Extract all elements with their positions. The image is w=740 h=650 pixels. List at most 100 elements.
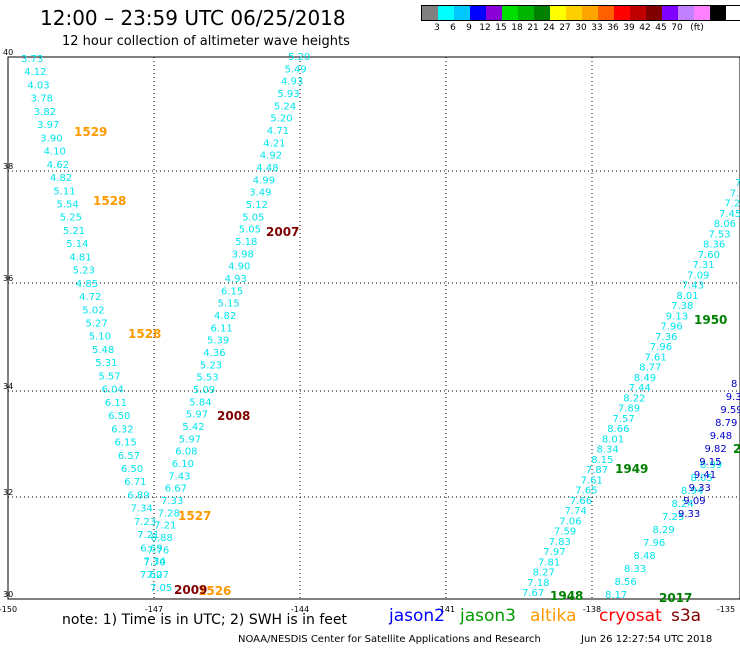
wave-height-value: 7.76 <box>147 545 169 556</box>
legend-swatch <box>454 6 470 20</box>
pass-time-label: 2009 <box>174 583 207 597</box>
wave-height-value: 4.72 <box>79 292 101 303</box>
wave-height-value: 7.87 <box>586 465 608 476</box>
legend-swatch <box>534 6 550 20</box>
credit-text: NOAA/NESDIS Center for Satellite Applica… <box>238 634 541 645</box>
wave-height-value: 4.99 <box>253 175 275 186</box>
legend-label: 9 <box>466 23 472 33</box>
legend-swatch <box>694 6 710 20</box>
wave-height-value: 7.53 <box>708 229 730 240</box>
satellite-legend-item: altika <box>530 606 577 626</box>
legend-swatch <box>630 6 646 20</box>
wave-height-value: 4.90 <box>228 262 250 273</box>
wave-height-value: 7.67 <box>522 588 544 599</box>
wave-height-value: 8.66 <box>607 424 629 435</box>
satellite-legend-item: s3a <box>671 606 702 626</box>
wave-height-value: 4.85 <box>76 279 98 290</box>
legend-labels: 3 6 9 12 15 18 21 24 27 30 33 36 39 42 45 70 (ft) <box>421 21 740 35</box>
wave-height-value: 4.92 <box>260 151 282 162</box>
wave-height-value: 5.49 <box>285 64 307 75</box>
wave-height-value: 9.41 <box>694 470 716 481</box>
wave-height-value: 5.27 <box>86 319 108 330</box>
wave-height-legend: 3 6 9 12 15 18 21 24 27 30 33 36 39 42 45 70 (ft) <box>421 5 740 35</box>
wave-height-value: 7.89 <box>618 404 640 415</box>
legend-swatch <box>438 6 454 20</box>
lat-tick-label: 30 <box>3 590 13 599</box>
pass-time-label: 2017 <box>659 591 692 605</box>
legend-swatch <box>470 6 486 20</box>
wave-height-value: 7.05 <box>150 583 172 594</box>
wave-height-value: 3.82 <box>34 107 56 118</box>
wave-height-value: 5.31 <box>95 358 117 369</box>
lon-tick-label: -144 <box>291 605 309 614</box>
wave-height-value: 4.82 <box>50 173 72 184</box>
wave-height-value: 8.24 <box>672 499 694 510</box>
wave-height-value: 4.71 <box>267 126 289 137</box>
lat-tick-label: 34 <box>3 382 13 391</box>
wave-height-value: 7.44 <box>629 383 651 394</box>
wave-height-value: 9.33 <box>689 483 711 494</box>
generated-timestamp: Jun 26 12:27:54 UTC 2018 <box>581 634 713 645</box>
wave-height-value: 5.21 <box>63 226 85 237</box>
wave-height-value: 3.97 <box>37 120 59 131</box>
wave-height-value: 4.03 <box>27 81 49 92</box>
wave-height-value: 5.05 <box>239 225 261 236</box>
wave-height-value: 4.82 <box>214 311 236 322</box>
legend-label: 18 <box>511 23 523 33</box>
wave-height-value: 6.11 <box>211 323 233 334</box>
legend-swatch <box>662 6 678 20</box>
wave-height-value: 7.96 <box>661 322 683 333</box>
wave-height-value: 5.93 <box>277 89 299 100</box>
legend-swatch <box>710 6 726 20</box>
pass-time-label: 1529 <box>74 125 107 139</box>
wave-height-value: 7.31 <box>692 260 714 271</box>
wave-height-value: 8.15 <box>591 455 613 466</box>
wave-height-value: 4.12 <box>24 67 46 78</box>
wave-height-value: 6.11 <box>105 398 127 409</box>
wave-height-value: 9.13 <box>666 311 688 322</box>
wave-height-value: 6.89 <box>127 490 149 501</box>
wave-height-value: 7.74 <box>565 506 587 517</box>
wave-height-value: 7.96 <box>650 342 672 353</box>
wave-height-value: 8.36 <box>703 240 725 251</box>
wave-height-value: 7.66 <box>570 496 592 507</box>
lon-tick-label: -147 <box>145 605 163 614</box>
legend-swatch <box>598 6 614 20</box>
satellite-tracks: 3.73 4.12 4.03 3.78 3.82 3.97 3.90 4.10 4.62 4.82… <box>21 52 740 601</box>
wave-height-value: 3.90 <box>40 133 62 144</box>
pass-time-label: 1948 <box>550 589 583 603</box>
wave-height-value: 5.23 <box>73 266 95 277</box>
wave-height-value: 8.17 <box>605 590 627 601</box>
wave-height-value: 8.34 <box>597 445 619 456</box>
wave-height-value: 7.18 <box>527 578 549 589</box>
grid-lines <box>8 57 740 599</box>
wave-height-value: 7.38 <box>671 301 693 312</box>
legend-label: 42 <box>639 23 651 33</box>
wave-height-value: 6.71 <box>124 477 146 488</box>
lat-tick-label: 36 <box>3 274 13 283</box>
wave-height-value: 5.10 <box>89 332 111 343</box>
wave-height-value: 5.48 <box>92 345 114 356</box>
wave-height-value: 5.54 <box>57 200 79 211</box>
legend-swatch <box>422 6 438 20</box>
legend-swatch <box>678 6 694 20</box>
wave-height-value: 5.05 <box>242 212 264 223</box>
legend-label: (ft) <box>690 23 704 33</box>
wave-height-value: 4.48 <box>256 163 278 174</box>
legend-label: 70 <box>671 23 683 33</box>
legend-label: 33 <box>591 23 603 33</box>
wave-height-value: 7.36 <box>655 332 677 343</box>
wave-height-value: 9.59 <box>720 405 740 416</box>
wave-height-value: 3.49 <box>249 188 271 199</box>
wave-height-value: 6.57 <box>118 451 140 462</box>
wave-height-value: 8.01 <box>676 291 698 302</box>
wave-height-value: 6.15 <box>221 286 243 297</box>
legend-label: 15 <box>495 23 507 33</box>
lat-tick-label: 32 <box>3 488 13 497</box>
legend-swatch <box>550 6 566 20</box>
satellite-legend-item: cryosat <box>599 606 662 626</box>
legend-swatch <box>518 6 534 20</box>
wave-height-value: 6.15 <box>115 438 137 449</box>
wave-height-value: 7.61 <box>645 352 667 363</box>
